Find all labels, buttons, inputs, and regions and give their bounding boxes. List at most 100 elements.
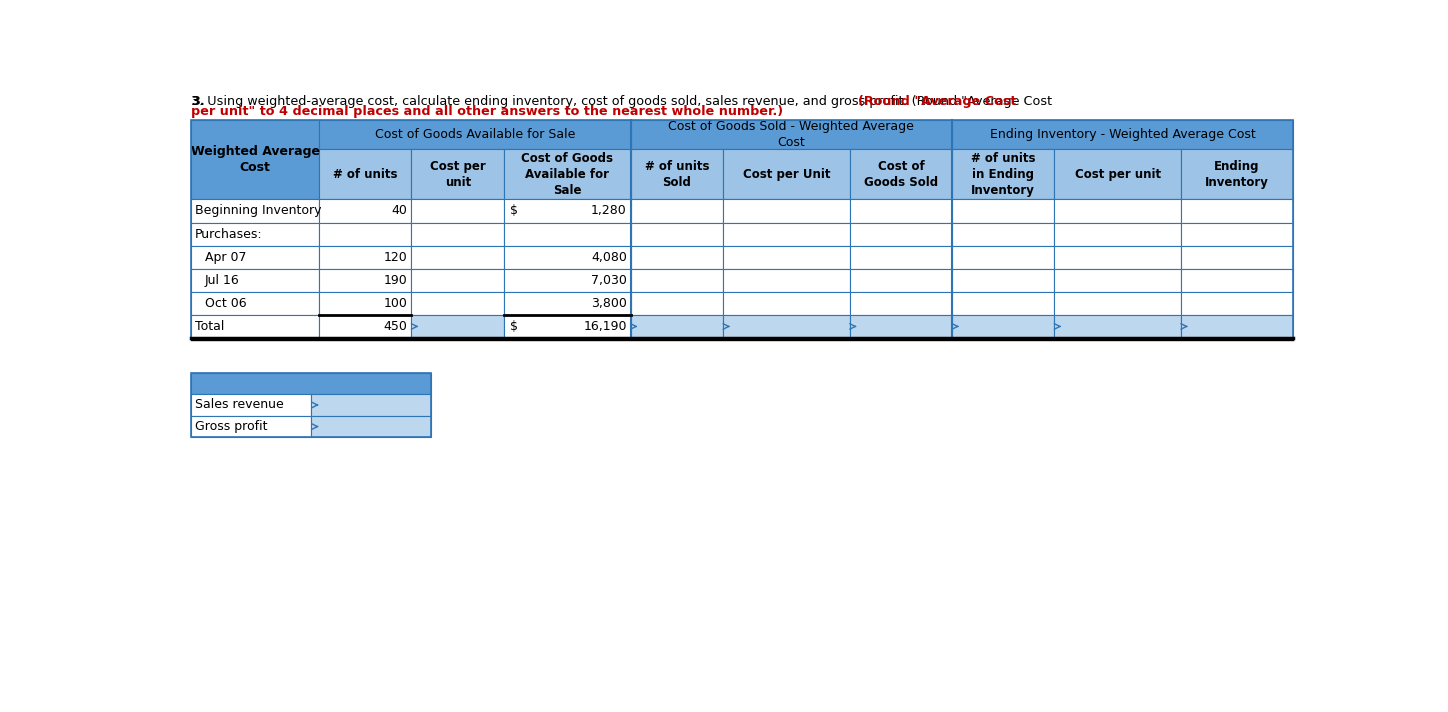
Bar — [631, 246, 723, 268]
Bar — [1054, 222, 1182, 246]
Bar — [191, 372, 432, 437]
Bar — [319, 292, 411, 315]
Text: Weighted Average
Cost: Weighted Average Cost — [191, 145, 320, 174]
Bar — [850, 246, 953, 268]
Bar — [411, 268, 504, 292]
Bar — [953, 199, 1054, 222]
Bar — [191, 416, 311, 437]
Bar — [1054, 292, 1182, 315]
Bar — [319, 120, 631, 150]
Bar — [504, 199, 631, 222]
Bar — [953, 315, 1054, 338]
Text: Total: Total — [195, 320, 224, 333]
Text: per unit" to 4 decimal places and all other answers to the nearest whole number.: per unit" to 4 decimal places and all ot… — [191, 105, 783, 118]
Bar — [953, 222, 1054, 246]
Bar — [953, 246, 1054, 268]
Bar — [191, 372, 432, 394]
Bar — [723, 199, 850, 222]
Bar — [631, 268, 723, 292]
Bar — [631, 199, 723, 222]
Bar — [191, 199, 319, 222]
Text: 16,190: 16,190 — [584, 320, 627, 333]
Text: Purchases:: Purchases: — [195, 228, 262, 241]
Bar — [191, 268, 319, 292]
Bar — [850, 268, 953, 292]
Bar — [1182, 292, 1293, 315]
Bar — [504, 292, 631, 315]
Bar — [191, 394, 311, 416]
Bar — [311, 416, 432, 437]
Text: 120: 120 — [384, 251, 408, 263]
Text: Beginning Inventory: Beginning Inventory — [195, 204, 321, 217]
Text: # of units
in Ending
Inventory: # of units in Ending Inventory — [972, 152, 1035, 197]
Text: Cost per unit: Cost per unit — [1074, 168, 1161, 181]
Text: Oct 06: Oct 06 — [206, 297, 246, 310]
Bar — [319, 315, 411, 338]
Text: (Round "Average Cost: (Round "Average Cost — [859, 95, 1016, 108]
Bar — [319, 150, 411, 199]
Text: Cost per Unit: Cost per Unit — [743, 168, 830, 181]
Bar — [953, 292, 1054, 315]
Text: 100: 100 — [384, 297, 408, 310]
Text: 4,080: 4,080 — [591, 251, 627, 263]
Bar — [504, 222, 631, 246]
Text: Gross profit: Gross profit — [195, 420, 268, 433]
Bar — [1182, 222, 1293, 246]
Text: Ending
Inventory: Ending Inventory — [1205, 160, 1268, 189]
Text: Sales revenue: Sales revenue — [195, 399, 284, 412]
Bar — [1182, 150, 1293, 199]
Text: Cost per
unit: Cost per unit — [430, 160, 485, 189]
Text: 190: 190 — [384, 273, 408, 287]
Text: 3.: 3. — [191, 95, 204, 108]
Bar — [723, 268, 850, 292]
Bar — [191, 120, 319, 199]
Bar — [1054, 150, 1182, 199]
Bar — [504, 268, 631, 292]
Bar — [850, 199, 953, 222]
Bar — [1182, 246, 1293, 268]
Bar — [723, 292, 850, 315]
Text: # of units: # of units — [333, 168, 397, 181]
Bar — [631, 120, 953, 150]
Bar — [411, 246, 504, 268]
Bar — [504, 150, 631, 199]
Text: $: $ — [510, 204, 518, 217]
Bar — [723, 222, 850, 246]
Bar — [319, 268, 411, 292]
Bar — [631, 315, 723, 338]
Text: 3. Using weighted-average cost, calculate ending inventory, cost of goods sold, : 3. Using weighted-average cost, calculat… — [191, 95, 1053, 108]
Bar — [319, 222, 411, 246]
Bar — [191, 315, 319, 338]
Text: Cost of Goods
Available for
Sale: Cost of Goods Available for Sale — [521, 152, 614, 197]
Text: Cost of Goods Available for Sale: Cost of Goods Available for Sale — [375, 128, 575, 141]
Bar — [723, 150, 850, 199]
Bar — [850, 222, 953, 246]
Bar — [319, 246, 411, 268]
Bar — [631, 292, 723, 315]
Text: 40: 40 — [392, 204, 408, 217]
Text: 7,030: 7,030 — [591, 273, 627, 287]
Text: 3,800: 3,800 — [591, 297, 627, 310]
Bar — [850, 150, 953, 199]
Bar — [1054, 315, 1182, 338]
Bar — [504, 315, 631, 338]
Bar — [411, 315, 504, 338]
Bar — [1054, 246, 1182, 268]
Bar — [411, 199, 504, 222]
Bar — [953, 150, 1054, 199]
Bar — [631, 222, 723, 246]
Bar — [1182, 315, 1293, 338]
Bar — [723, 315, 850, 338]
Text: Apr 07: Apr 07 — [206, 251, 246, 263]
Bar — [504, 246, 631, 268]
Bar — [1054, 199, 1182, 222]
Bar — [850, 292, 953, 315]
Bar — [411, 150, 504, 199]
Bar — [191, 120, 1293, 338]
Bar — [1054, 268, 1182, 292]
Bar — [411, 222, 504, 246]
Bar — [723, 246, 850, 268]
Bar — [411, 292, 504, 315]
Bar — [1182, 268, 1293, 292]
Text: Cost of Goods Sold - Weighted Average
Cost: Cost of Goods Sold - Weighted Average Co… — [669, 120, 914, 150]
